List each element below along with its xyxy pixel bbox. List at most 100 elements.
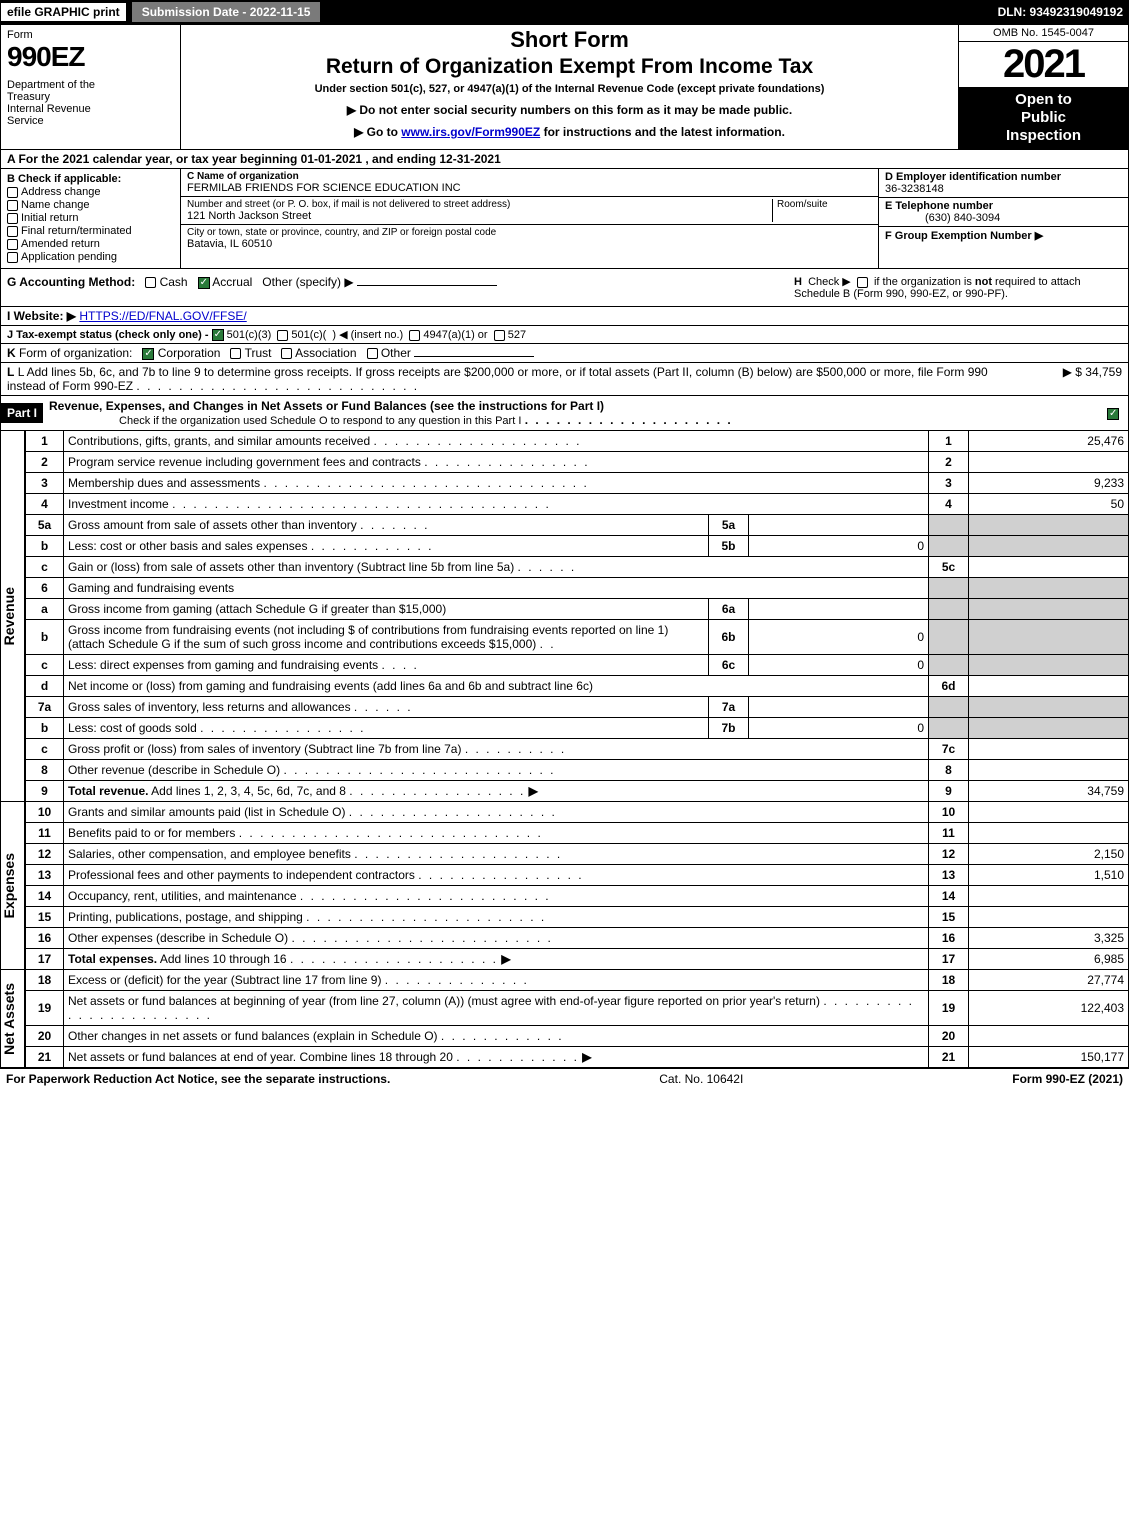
form-header: Form 990EZ Department of theTreasuryInte… [0,24,1129,150]
line-6d: dNet income or (loss) from gaming and fu… [26,676,1129,697]
checkbox-initial-return[interactable] [7,213,18,224]
checkbox-other-org[interactable] [367,348,378,359]
city-label: City or town, state or province, country… [187,227,872,238]
line-4: 4Investment income . . . . . . . . . . .… [26,494,1129,515]
checkbox-schedule-o[interactable] [1107,408,1119,420]
checkbox-application-pending[interactable] [7,252,18,263]
city-state-zip: Batavia, IL 60510 [187,238,872,250]
short-form-title: Short Form [189,27,950,53]
line-6c: cLess: direct expenses from gaming and f… [26,655,1129,676]
line-3: 3Membership dues and assessments . . . .… [26,473,1129,494]
checkbox-501c3[interactable] [212,329,224,341]
goto-pre: ▶ Go to [354,125,401,139]
irs-link[interactable]: www.irs.gov/Form990EZ [401,125,540,139]
checkbox-cash[interactable] [145,277,156,288]
checkbox-amended-return[interactable] [7,239,18,250]
dln-label: DLN: 93492319049192 [998,5,1129,19]
net-assets-section: Net Assets 18Excess or (deficit) for the… [0,970,1129,1068]
i-label: I Website: ▶ [7,309,76,323]
department-label: Department of theTreasuryInternal Revenu… [7,79,174,127]
omb-number: OMB No. 1545-0047 [959,25,1128,42]
checkbox-trust[interactable] [230,348,241,359]
footer-left: For Paperwork Reduction Act Notice, see … [6,1072,390,1086]
goto-post: for instructions and the latest informat… [540,125,785,139]
street-address: 121 North Jackson Street [187,210,772,222]
expenses-vertical-label: Expenses [1,853,24,918]
line-17: 17Total expenses. Add lines 10 through 1… [26,949,1129,970]
part-i-label: Part I [1,403,43,423]
chk-label: Final return/terminated [21,225,132,237]
submission-date: Submission Date - 2022-11-15 [131,1,322,23]
checkbox-501c[interactable] [277,330,288,341]
form-label: Form [7,29,174,41]
j-label: J Tax-exempt status (check only one) - [7,329,212,341]
line-20: 20Other changes in net assets or fund ba… [26,1026,1129,1047]
checkbox-4947[interactable] [409,330,420,341]
block-b-through-f: B Check if applicable: Address change Na… [0,169,1129,269]
line-7b: bLess: cost of goods sold . . . . . . . … [26,718,1129,739]
line-5c: cGain or (loss) from sale of assets othe… [26,557,1129,578]
chk-label: Amended return [21,238,100,250]
section-c: C Name of organization FERMILAB FRIENDS … [181,169,878,268]
revenue-table: 1Contributions, gifts, grants, and simil… [25,431,1129,802]
line-10: 10Grants and similar amounts paid (list … [26,802,1129,823]
checkbox-schedule-b[interactable] [857,277,868,288]
chk-label: Name change [21,199,90,211]
checkbox-accrual[interactable] [198,277,210,289]
page-footer: For Paperwork Reduction Act Notice, see … [0,1068,1129,1089]
ssn-note: ▶ Do not enter social security numbers o… [189,103,950,117]
tax-year: 2021 [959,42,1128,87]
phone-value: (630) 840-3094 [885,212,1000,224]
part-i-sub: Check if the organization used Schedule … [49,415,521,427]
block-g-through-l: G Accounting Method: Cash Accrual Other … [0,269,1129,396]
netassets-table: 18Excess or (deficit) for the year (Subt… [25,970,1129,1068]
footer-right: Form 990-EZ (2021) [1012,1072,1123,1086]
ein-value: 36-3238148 [885,183,944,195]
org-name: FERMILAB FRIENDS FOR SCIENCE EDUCATION I… [187,182,872,194]
line-2: 2Program service revenue including gover… [26,452,1129,473]
section-b: B Check if applicable: Address change Na… [1,169,181,268]
line-19: 19Net assets or fund balances at beginni… [26,991,1129,1026]
chk-label: Application pending [21,251,117,263]
other-org-input[interactable] [414,356,534,357]
line-18: 18Excess or (deficit) for the year (Subt… [26,970,1129,991]
row-a-tax-year: A For the 2021 calendar year, or tax yea… [0,150,1129,169]
line-21: 21Net assets or fund balances at end of … [26,1047,1129,1068]
line-16: 16Other expenses (describe in Schedule O… [26,928,1129,949]
checkbox-corporation[interactable] [142,348,154,360]
chk-label: Address change [21,186,101,198]
goto-note: ▶ Go to www.irs.gov/Form990EZ for instru… [189,125,950,139]
line-11: 11Benefits paid to or for members . . . … [26,823,1129,844]
d-label: D Employer identification number [885,171,1061,183]
checkbox-final-return[interactable] [7,226,18,237]
c-label: C Name of organization [187,171,299,182]
website-link[interactable]: HTTPS://ED/FNAL.GOV/FFSE/ [79,309,246,323]
other-specify-input[interactable] [357,285,497,286]
return-title: Return of Organization Exempt From Incom… [189,55,950,79]
checkbox-association[interactable] [281,348,292,359]
form-number: 990EZ [7,41,174,73]
line-6b: bGross income from fundraising events (n… [26,620,1129,655]
netassets-vertical-label: Net Assets [1,983,24,1055]
line-12: 12Salaries, other compensation, and empl… [26,844,1129,865]
b-label: B Check if applicable: [7,173,121,185]
part-i-title: Revenue, Expenses, and Changes in Net As… [49,399,604,413]
street-label: Number and street (or P. O. box, if mail… [187,199,772,210]
line-7c: cGross profit or (loss) from sales of in… [26,739,1129,760]
line-13: 13Professional fees and other payments t… [26,865,1129,886]
accrual-label: Accrual [212,275,252,289]
chk-label: Initial return [21,212,78,224]
l-amount: ▶ $ 34,759 [1002,365,1122,393]
line-14: 14Occupancy, rent, utilities, and mainte… [26,886,1129,907]
checkbox-name-change[interactable] [7,200,18,211]
other-label: Other (specify) ▶ [262,275,353,289]
checkbox-address-change[interactable] [7,187,18,198]
header-left: Form 990EZ Department of theTreasuryInte… [1,25,181,149]
line-7a: 7aGross sales of inventory, less returns… [26,697,1129,718]
top-bar: efile GRAPHIC print Submission Date - 20… [0,0,1129,24]
expenses-section: Expenses 10Grants and similar amounts pa… [0,802,1129,970]
line-1: 1Contributions, gifts, grants, and simil… [26,431,1129,452]
line-5b: bLess: cost or other basis and sales exp… [26,536,1129,557]
checkbox-527[interactable] [494,330,505,341]
footer-mid: Cat. No. 10642I [659,1072,743,1086]
